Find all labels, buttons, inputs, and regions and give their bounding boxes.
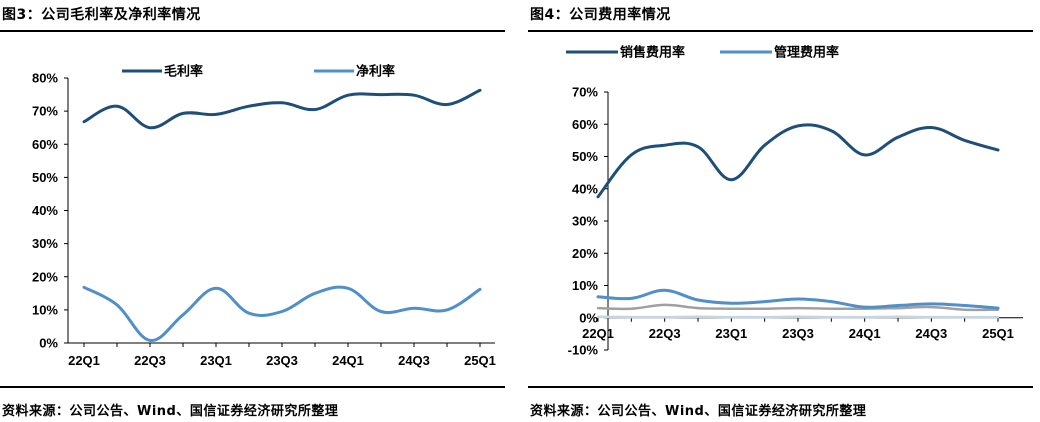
- y-tick-label: 10%: [572, 278, 598, 293]
- figure-3-panel: 图3：公司毛利率及净利率情况 0% 10% 20% 30% 40% 50% 60% 70% 80…: [0, 0, 505, 422]
- x-tick-label: 24Q1: [332, 353, 364, 368]
- legend-label: 管理费用率: [774, 45, 839, 60]
- figure-4-panel: 图4：公司费用率情况 -10% 0% 10% 20% 30% 40% 50% 60% 70% 22…: [528, 0, 1033, 422]
- x-tick-label: 24Q3: [915, 326, 947, 341]
- y-tick-label: 50%: [32, 170, 58, 185]
- y-tick-label: 40%: [572, 181, 598, 196]
- y-tick-label: 50%: [572, 149, 598, 164]
- y-tick-label: 0%: [579, 310, 598, 325]
- figure-4-title: 图4：公司费用率情况: [530, 7, 671, 23]
- x-tick-label: 24Q1: [849, 326, 881, 341]
- y-tick-label: 30%: [572, 214, 598, 229]
- legend-label: 毛利率: [164, 64, 203, 79]
- y-tick-label: 10%: [32, 302, 58, 317]
- x-tick-label: 23Q1: [715, 326, 747, 341]
- y-tick-label: -10%: [568, 343, 599, 358]
- y-tick-label: 40%: [32, 203, 58, 218]
- figure-3-top-rule: [0, 30, 505, 32]
- y-tick-label: 70%: [32, 104, 58, 119]
- x-tick-label: 22Q1: [582, 326, 614, 341]
- y-tick-label: 60%: [572, 117, 598, 132]
- expense-ratio-chart: -10% 0% 10% 20% 30% 40% 50% 60% 70% 22Q1 22Q3 23Q1 2…: [566, 45, 1023, 358]
- y-tick-label: 20%: [32, 269, 58, 284]
- y-tick-label: 0%: [39, 336, 58, 351]
- y-tick-label: 80%: [32, 71, 58, 86]
- x-tick-label: 25Q1: [982, 326, 1014, 341]
- x-tick-label: 23Q1: [200, 353, 232, 368]
- series-line-s1: [596, 288, 1000, 310]
- series-line-s0: [596, 123, 1000, 199]
- x-tick-label: 22Q3: [649, 326, 681, 341]
- figure-4-bottom-rule: [528, 386, 1033, 388]
- series-line-unlabeled-2: [596, 303, 1000, 312]
- series-line-s1: [82, 285, 482, 342]
- x-tick-label: 23Q3: [782, 326, 814, 341]
- x-tick-label: 22Q3: [134, 353, 166, 368]
- figure-3-bottom-rule: [0, 386, 505, 388]
- y-tick-label: 30%: [32, 236, 58, 251]
- gross-net-margin-chart: 0% 10% 20% 30% 40% 50% 60% 70% 80% 22Q1 22Q3 23Q1 23…: [32, 64, 496, 369]
- x-tick-label: 23Q3: [266, 353, 298, 368]
- x-tick-label: 24Q3: [398, 353, 430, 368]
- figure-3-title: 图3：公司毛利率及净利率情况: [2, 7, 201, 23]
- figure-4-top-rule: [528, 30, 1033, 32]
- legend-label: 销售费用率: [620, 45, 685, 60]
- x-tick-label: 22Q1: [68, 353, 100, 368]
- y-tick-label: 60%: [32, 137, 58, 152]
- y-tick-label: 70%: [572, 85, 598, 100]
- legend-label: 净利率: [356, 64, 395, 79]
- figure-4-source: 资料来源：公司公告、Wind、国信证券经济研究所整理: [530, 404, 867, 419]
- series-line-s0: [82, 88, 482, 130]
- y-tick-label: 20%: [572, 246, 598, 261]
- figure-3-source: 资料来源：公司公告、Wind、国信证券经济研究所整理: [2, 404, 339, 419]
- x-tick-label: 25Q1: [464, 353, 496, 368]
